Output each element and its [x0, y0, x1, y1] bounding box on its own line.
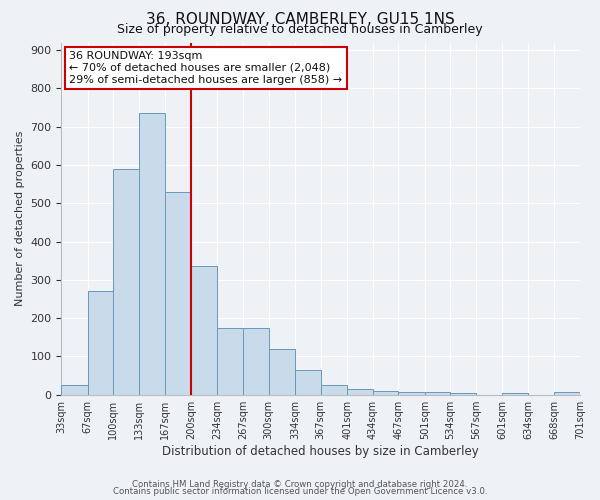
Bar	[269, 349, 295, 395]
Bar	[88, 292, 113, 395]
Text: Contains public sector information licensed under the Open Government Licence v3: Contains public sector information licen…	[113, 487, 487, 496]
Text: 36 ROUNDWAY: 193sqm
← 70% of detached houses are smaller (2,048)
29% of semi-det: 36 ROUNDWAY: 193sqm ← 70% of detached ho…	[69, 52, 343, 84]
Bar	[61, 385, 88, 394]
X-axis label: Distribution of detached houses by size in Camberley: Distribution of detached houses by size …	[163, 444, 479, 458]
Bar	[243, 328, 269, 394]
Bar	[113, 169, 139, 394]
Bar	[321, 385, 347, 394]
Text: Size of property relative to detached houses in Camberley: Size of property relative to detached ho…	[117, 22, 483, 36]
Bar	[347, 389, 373, 394]
Text: Contains HM Land Registry data © Crown copyright and database right 2024.: Contains HM Land Registry data © Crown c…	[132, 480, 468, 489]
Bar	[425, 392, 451, 394]
Bar	[373, 391, 398, 394]
Bar	[191, 266, 217, 394]
Bar	[502, 393, 528, 394]
Bar	[295, 370, 321, 394]
Y-axis label: Number of detached properties: Number of detached properties	[15, 131, 25, 306]
Text: 36, ROUNDWAY, CAMBERLEY, GU15 1NS: 36, ROUNDWAY, CAMBERLEY, GU15 1NS	[146, 12, 454, 28]
Bar	[554, 392, 580, 394]
Bar	[217, 328, 243, 394]
Bar	[451, 393, 476, 394]
Bar	[166, 192, 191, 394]
Bar	[398, 392, 425, 394]
Bar	[139, 114, 166, 394]
